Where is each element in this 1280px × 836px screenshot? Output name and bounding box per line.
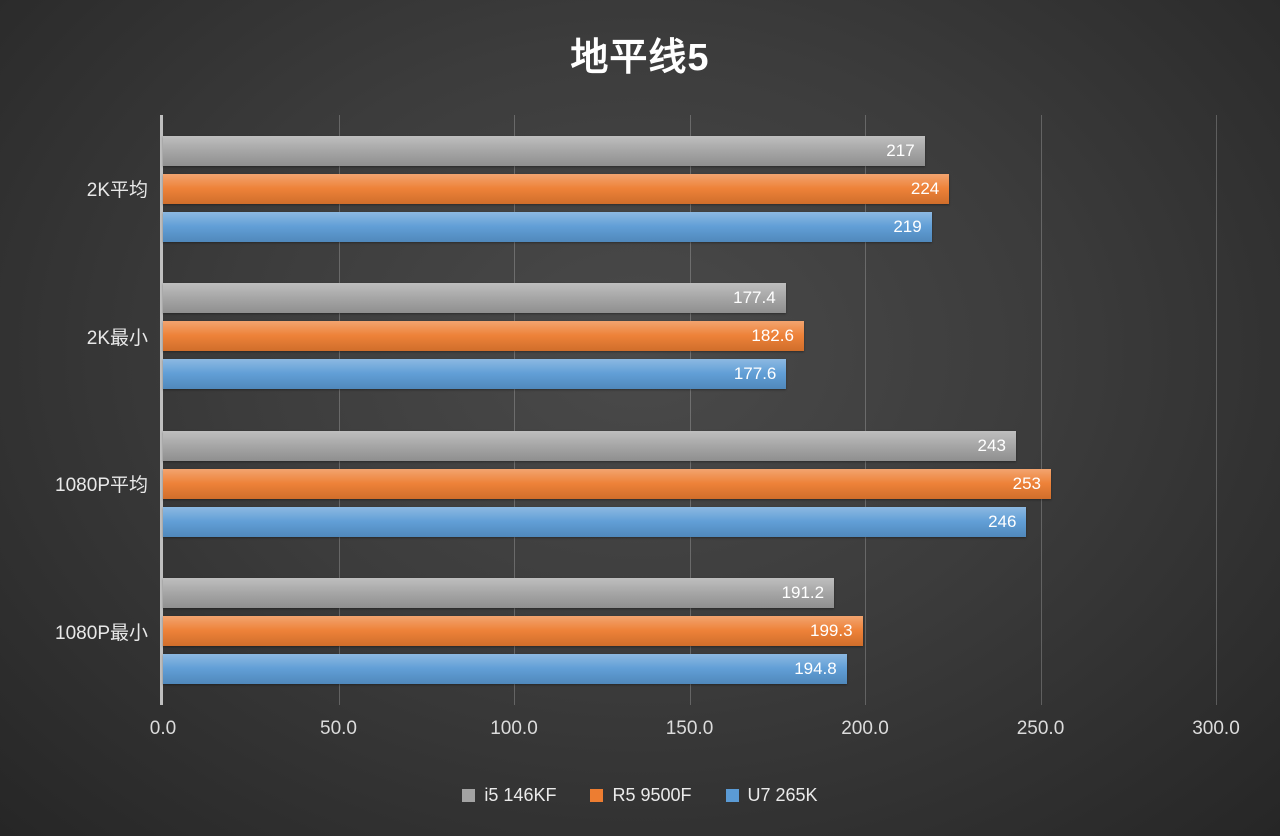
x-tick-label: 50.0 [320, 718, 357, 739]
y-axis-line [160, 115, 163, 705]
legend-label: U7 265K [747, 784, 818, 805]
legend-swatch [590, 788, 604, 802]
gridline [514, 115, 515, 705]
category-label: 2K平均 [86, 180, 148, 202]
legend-label: R5 9500F [612, 784, 692, 805]
bar: 219 [163, 211, 932, 242]
bar: 199.3 [163, 616, 863, 647]
legend-item: R5 9500F [590, 784, 692, 806]
bar: 224 [163, 173, 950, 204]
bar-value-label: 194.8 [794, 659, 837, 679]
x-tick-label: 200.0 [841, 718, 889, 739]
chart-title: 地平线5 [570, 37, 710, 79]
bar-value-label: 246 [988, 511, 1017, 531]
bar: 217 [163, 135, 925, 166]
category-axis: 2K平均 2K最小 1080P平均 1080P最小 [0, 115, 148, 705]
bar-value-label: 219 [893, 216, 922, 236]
bar-value-label: 177.6 [733, 364, 777, 384]
bar: 253 [163, 468, 1052, 499]
bar: 177.6 [163, 359, 787, 390]
gridline [1216, 115, 1217, 705]
bar-value-label: 224 [910, 178, 940, 198]
bar: 246 [163, 506, 1027, 537]
bar-value-label: 177.4 [733, 288, 776, 308]
plot-area: 217 224 219 177.4 182.6 177.6 243 253 246 191.2 19… [160, 115, 1217, 705]
bar-value-label: 253 [1012, 473, 1042, 493]
legend-item: i5 146KF [462, 785, 556, 806]
x-tick-label: 100.0 [490, 718, 538, 739]
gridline [865, 115, 866, 705]
x-tick-label: 0.0 [149, 718, 177, 739]
category-label: 1080P平均 [55, 475, 148, 497]
bar-value-label: 182.6 [751, 326, 794, 346]
x-tick-label: 250.0 [1016, 718, 1065, 739]
x-tick-label: 150.0 [665, 718, 714, 739]
bar-value-label: 243 [977, 435, 1006, 455]
gridline [689, 115, 691, 705]
category-label: 2K最小 [86, 327, 148, 349]
bar-value-label: 199.3 [809, 621, 853, 641]
bar: 191.2 [163, 578, 835, 609]
legend: i5 146KF R5 9500F U7 265K [0, 780, 1280, 810]
bar-value-label: 191.2 [781, 583, 825, 603]
bar: 243 [163, 430, 1016, 461]
legend-item: U7 265K [725, 784, 818, 806]
x-tick-label: 300.0 [1192, 718, 1240, 739]
bar: 194.8 [163, 654, 847, 685]
legend-swatch [725, 788, 739, 802]
bar-value-label: 217 [886, 140, 915, 160]
category-label: 1080P最小 [55, 622, 148, 644]
bar: 177.4 [163, 283, 786, 314]
legend-label: i5 146KF [484, 784, 557, 805]
x-axis: 0.0 50.0 100.0 150.0 200.0 250.0 300.0 [150, 718, 1240, 748]
legend-swatch [462, 788, 476, 802]
gridline [338, 115, 340, 705]
gridline [1040, 115, 1042, 705]
bar: 182.6 [163, 321, 804, 352]
